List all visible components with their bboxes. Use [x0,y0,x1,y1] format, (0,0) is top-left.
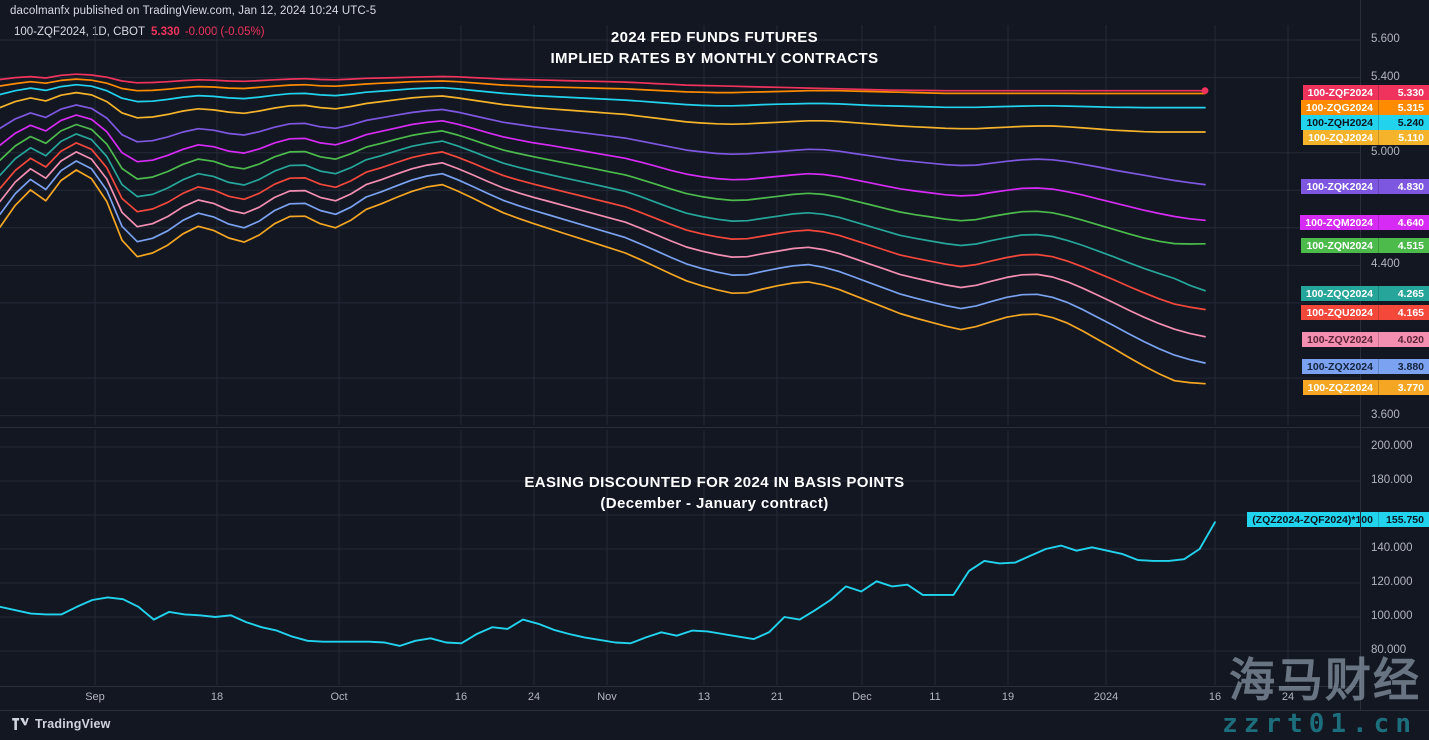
time-axis[interactable]: Sep 18 Oct 16 24 Nov 13 21 Dec 11 19 2024 16 24 [0,686,1360,711]
time-axis-tick: 18 [210,691,224,703]
contract-legend-badge[interactable]: 100-ZQX2024 3.880 [1302,359,1429,374]
spread-axis-tick: 140.000 [1371,542,1413,554]
publisher-attribution: dacolmanfx published on TradingView.com,… [10,5,377,17]
panel-divider [0,427,1429,428]
time-axis-tick: 13 [697,691,711,703]
contract-badge-value: 4.165 [1378,305,1429,320]
spread-badge-value: 155.750 [1378,512,1429,527]
easing-spread-plot [0,430,1360,685]
ticker-legend[interactable]: 100-ZQF2024, 1D, CBOT 5.330 -0.000 (-0.05%) [14,26,265,38]
main-chart-panel[interactable] [0,25,1360,425]
sub-chart-panel[interactable] [0,430,1360,685]
contract-badge-label: 100-ZQZ2024 [1307,381,1373,394]
contract-legend-badge[interactable]: 100-ZQJ2024 5.110 [1303,130,1429,145]
contract-legend-badge[interactable]: 100-ZQF2024 5.330 [1302,85,1429,100]
spread-axis-tick: 120.000 [1371,576,1413,588]
tradingview-wordmark: TradingView [35,717,111,731]
contract-legend-badge[interactable]: 100-ZQM2024 4.640 [1300,215,1429,230]
contract-badge-label: 100-ZQG2024 [1305,101,1373,114]
tradingview-logo[interactable]: TradingView [12,717,111,731]
contract-legend-badge[interactable]: 100-ZQG2024 5.315 [1300,100,1429,115]
contract-badge-label: 100-ZQX2024 [1307,360,1373,373]
time-axis-tick: 21 [770,691,784,703]
time-axis-tick: 24 [1281,691,1295,703]
spread-axis-tick: 200.000 [1371,440,1413,452]
contract-legend-badge[interactable]: 100-ZQU2024 4.165 [1301,305,1429,320]
price-axis-right[interactable]: 5.600 5.400 5.000 4.400 3.600 200.000 180.000 1… [1360,0,1429,710]
contract-badge-label: 100-ZQK2024 [1306,180,1373,193]
ticker-last-price: 5.330 [151,26,180,38]
contract-badge-value: 4.265 [1378,286,1429,301]
contract-legend-badge[interactable]: 100-ZQV2024 4.020 [1302,332,1429,347]
time-axis-tick: Sep [85,691,105,703]
contract-badge-value: 4.830 [1378,179,1429,194]
spread-axis-tick: 180.000 [1371,474,1413,486]
contract-badge-label: 100-ZQQ2024 [1305,287,1373,300]
price-axis-tick: 4.400 [1371,258,1400,271]
contract-badge-value: 5.240 [1378,115,1429,130]
contract-badge-value: 4.020 [1378,332,1429,347]
contract-legend-badge[interactable]: 100-ZQZ2024 3.770 [1302,380,1429,395]
spread-axis-tick: 100.000 [1371,610,1413,622]
spread-legend-badge[interactable]: (ZQZ2024-ZQF2024)*100 155.750 [1247,512,1429,527]
time-axis-tick: 2024 [1093,691,1119,703]
tradingview-mark-icon [12,718,29,730]
contract-badge-label: 100-ZQV2024 [1307,333,1373,346]
contract-badge-value: 5.330 [1378,85,1429,100]
ticker-change: -0.000 [184,26,218,38]
contract-badge-value: 4.640 [1378,215,1429,230]
implied-rates-plot [0,25,1360,425]
contract-badge-label: 100-ZQU2024 [1306,306,1373,319]
contract-badge-label: 100-ZQN2024 [1306,239,1373,252]
contract-legend-badge[interactable]: 100-ZQN2024 4.515 [1301,238,1429,253]
time-axis-tick: Dec [852,691,872,703]
time-axis-tick: 19 [1001,691,1015,703]
ticker-symbol[interactable]: 100-ZQF2024, 1D, CBOT [14,26,146,38]
contract-badge-value: 3.770 [1378,380,1429,395]
contract-legend-badge[interactable]: 100-ZQK2024 4.830 [1301,179,1429,194]
time-axis-tick: Nov [597,691,617,703]
contract-badge-value: 5.110 [1378,130,1429,145]
contract-legend-badge[interactable]: 100-ZQQ2024 4.265 [1300,286,1429,301]
spread-axis-tick: 80.000 [1371,644,1407,656]
price-axis-tick: 3.600 [1371,408,1400,421]
contract-badge-value: 3.880 [1378,359,1429,374]
contract-badge-label: 100-ZQH2024 [1306,116,1373,129]
time-axis-tick: Oct [330,691,348,703]
ticker-change-percent: (-0.05%) [220,26,265,38]
footer-bar: TradingView [0,710,1429,740]
time-axis-tick: 16 [454,691,468,703]
contract-badge-label: 100-ZQJ2024 [1308,131,1373,144]
time-axis-tick: 11 [929,691,941,703]
price-axis-tick: 5.600 [1371,33,1400,46]
contract-legend-badge[interactable]: 100-ZQH2024 5.240 [1301,115,1429,130]
spread-badge-label: (ZQZ2024-ZQF2024)*100 [1252,513,1373,526]
time-axis-tick: 24 [527,691,541,703]
price-axis-tick: 5.000 [1371,145,1400,158]
time-axis-tick: 16 [1208,691,1222,703]
price-axis-tick: 5.400 [1371,70,1400,83]
contract-badge-value: 5.315 [1378,100,1429,115]
ticker-bar: 100-ZQF2024, 1D, CBOT 5.330 -0.000 (-0.05%) [0,24,1360,44]
contract-badge-label: 100-ZQM2024 [1305,216,1373,229]
contract-badge-label: 100-ZQF2024 [1307,86,1373,99]
contract-badge-value: 4.515 [1378,238,1429,253]
